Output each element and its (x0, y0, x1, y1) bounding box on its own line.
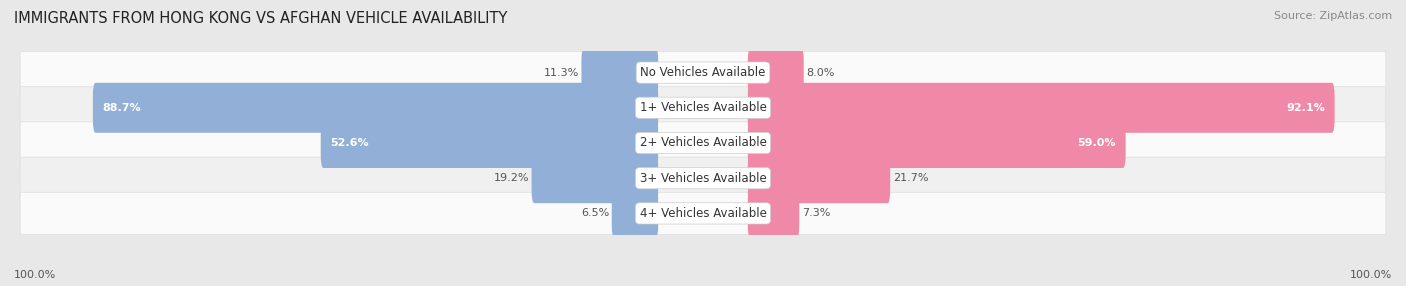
FancyBboxPatch shape (748, 83, 1334, 133)
Text: 21.7%: 21.7% (893, 173, 928, 183)
Text: 52.6%: 52.6% (330, 138, 368, 148)
FancyBboxPatch shape (748, 188, 799, 239)
FancyBboxPatch shape (748, 153, 890, 203)
Text: Source: ZipAtlas.com: Source: ZipAtlas.com (1274, 11, 1392, 21)
Text: 6.5%: 6.5% (581, 208, 609, 219)
FancyBboxPatch shape (20, 87, 1386, 129)
Text: 2+ Vehicles Available: 2+ Vehicles Available (640, 136, 766, 150)
Text: 1+ Vehicles Available: 1+ Vehicles Available (640, 101, 766, 114)
Text: 7.3%: 7.3% (801, 208, 831, 219)
Text: 100.0%: 100.0% (1350, 270, 1392, 280)
Text: 4+ Vehicles Available: 4+ Vehicles Available (640, 207, 766, 220)
FancyBboxPatch shape (531, 153, 658, 203)
Text: 88.7%: 88.7% (103, 103, 141, 113)
Text: 92.1%: 92.1% (1286, 103, 1324, 113)
Text: 59.0%: 59.0% (1077, 138, 1116, 148)
FancyBboxPatch shape (20, 192, 1386, 235)
FancyBboxPatch shape (20, 157, 1386, 199)
FancyBboxPatch shape (582, 47, 658, 98)
Text: 3+ Vehicles Available: 3+ Vehicles Available (640, 172, 766, 185)
Text: 19.2%: 19.2% (494, 173, 529, 183)
Text: 11.3%: 11.3% (544, 67, 579, 78)
FancyBboxPatch shape (321, 118, 658, 168)
Text: IMMIGRANTS FROM HONG KONG VS AFGHAN VEHICLE AVAILABILITY: IMMIGRANTS FROM HONG KONG VS AFGHAN VEHI… (14, 11, 508, 26)
Text: 8.0%: 8.0% (807, 67, 835, 78)
FancyBboxPatch shape (612, 188, 658, 239)
FancyBboxPatch shape (20, 122, 1386, 164)
FancyBboxPatch shape (748, 118, 1126, 168)
Text: 100.0%: 100.0% (14, 270, 56, 280)
Text: No Vehicles Available: No Vehicles Available (640, 66, 766, 79)
FancyBboxPatch shape (93, 83, 658, 133)
FancyBboxPatch shape (20, 51, 1386, 94)
FancyBboxPatch shape (748, 47, 804, 98)
